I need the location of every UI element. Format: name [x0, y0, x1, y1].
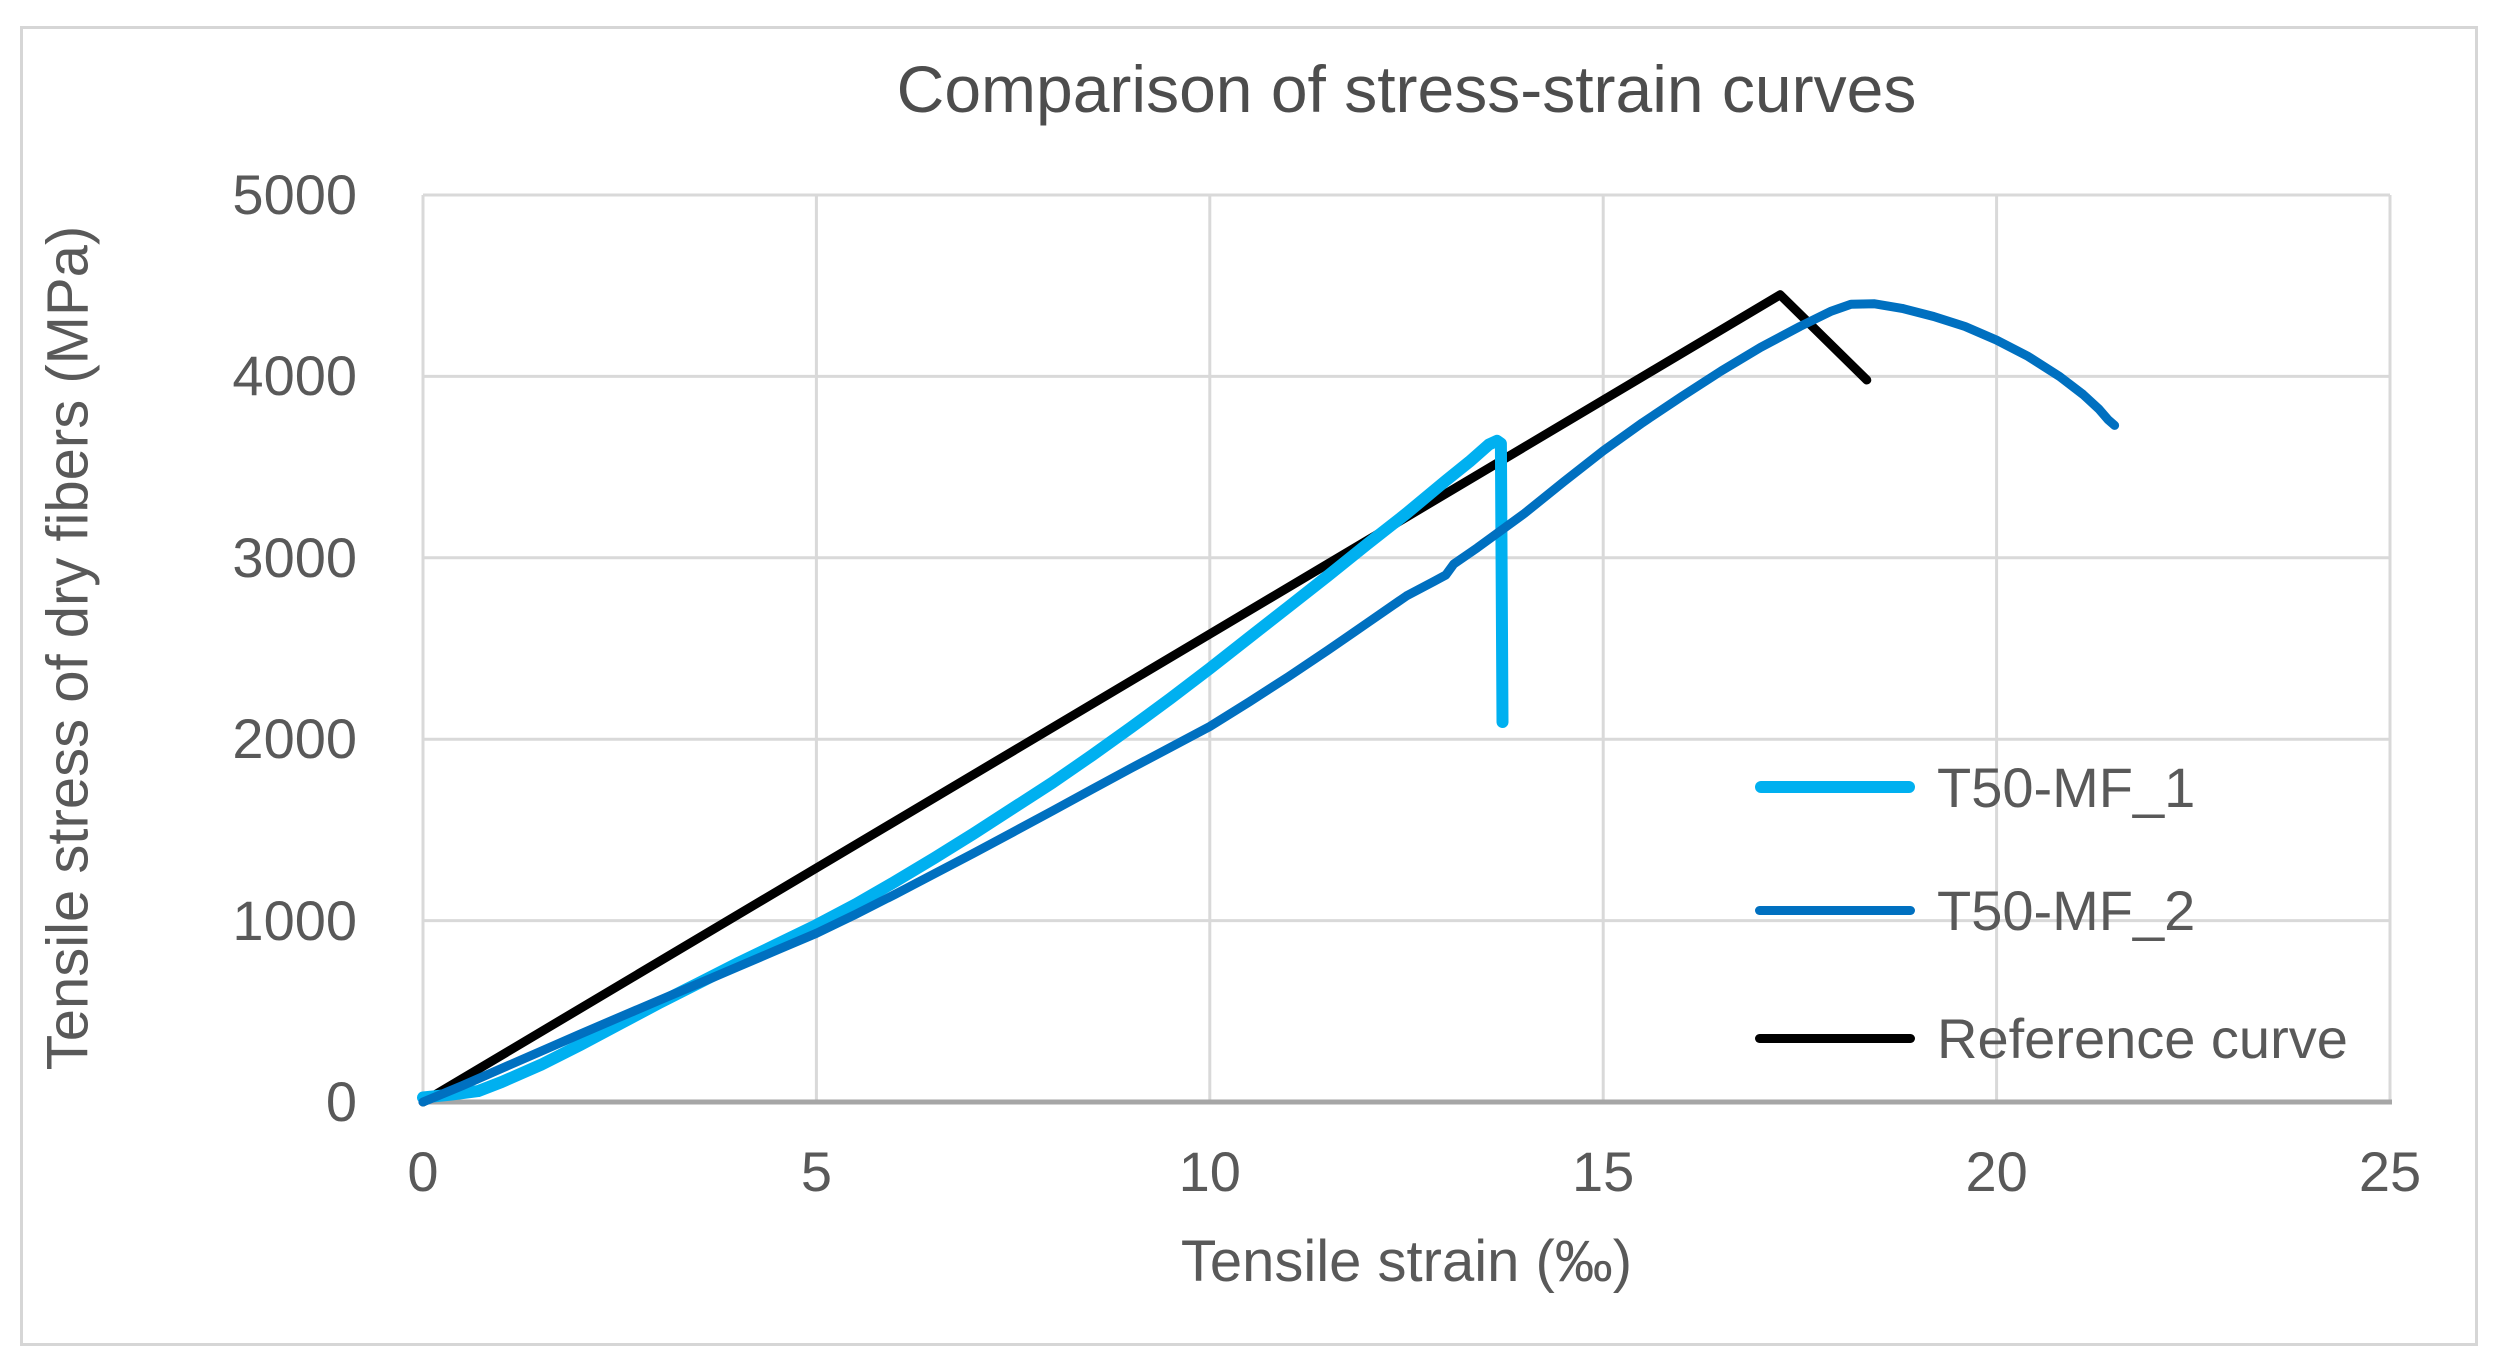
- y-tick-label: 3000: [232, 525, 357, 589]
- legend-swatch-icon: [1755, 781, 1915, 793]
- figure-border: [20, 26, 2478, 1346]
- legend-swatch-icon: [1755, 1033, 1915, 1043]
- series-line-t50-mf-2: [418, 299, 2120, 1107]
- legend-label: Reference curve: [1937, 1006, 2348, 1070]
- legend-item: Reference curve: [1755, 1003, 2348, 1073]
- legend-label: T50-MF_2: [1937, 878, 2196, 942]
- legend: T50-MF_1 T50-MF_2 Reference curve: [1755, 740, 2395, 1100]
- y-tick-label: 4000: [232, 344, 357, 408]
- y-tick-label: 5000: [232, 163, 357, 226]
- legend-item: T50-MF_1: [1755, 752, 2195, 822]
- x-tick-label: 20: [1965, 1140, 2028, 1203]
- x-tick-label: 0: [407, 1140, 439, 1203]
- x-tick-label: 10: [1178, 1140, 1241, 1203]
- legend-label: T50-MF_1: [1937, 755, 2196, 819]
- y-tick-label: 2000: [232, 707, 357, 771]
- y-axis-title: Tensile stress of dry fibers (MPa): [35, 225, 101, 1071]
- x-axis-title: Tensile strain (‰): [1180, 1229, 1633, 1294]
- y-tick-label: 1000: [232, 888, 357, 952]
- series-line-t50-mf-1: [417, 434, 1509, 1104]
- x-tick-label: 15: [1572, 1140, 1635, 1203]
- series-line-reference-curve: [418, 290, 1872, 1107]
- chart-title: Comparison of stress-strain curves: [896, 52, 1917, 126]
- y-tick-label: 0: [325, 1070, 357, 1133]
- x-tick-label: 5: [800, 1140, 832, 1203]
- legend-item: T50-MF_2: [1755, 875, 2195, 945]
- x-tick-label: 25: [2358, 1140, 2422, 1203]
- legend-swatch-icon: [1755, 905, 1915, 915]
